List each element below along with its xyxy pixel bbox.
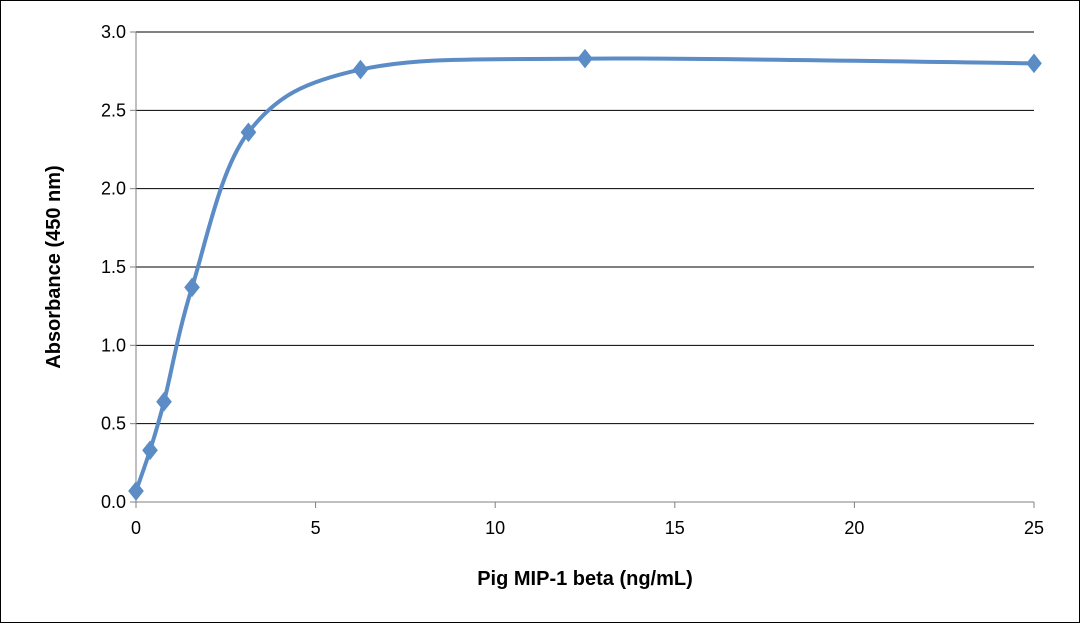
tick-labels: 0.0 0.5 1.0 1.5 2.0 2.5 3.0 0 5 10 15 20 25 <box>101 22 1044 538</box>
x-tick-label: 5 <box>311 518 321 538</box>
axes <box>130 31 1035 508</box>
data-point-marker <box>142 440 158 461</box>
y-tick-label: 2.5 <box>101 100 126 120</box>
x-tick-label: 0 <box>131 518 141 538</box>
x-tick-label: 20 <box>844 518 864 538</box>
y-tick-label: 2.0 <box>101 179 126 199</box>
y-tick-label: 0.0 <box>101 492 126 512</box>
data-point-marker <box>128 481 144 501</box>
x-tick-label: 15 <box>665 518 685 538</box>
data-point-marker <box>156 391 172 412</box>
plot-area <box>128 48 1042 501</box>
data-point-marker <box>577 48 593 69</box>
data-point-marker <box>1026 53 1042 74</box>
y-tick-label: 3.0 <box>101 22 126 42</box>
x-axis-title: Pig MIP-1 beta (ng/mL) <box>477 568 693 590</box>
data-point-marker <box>184 277 200 298</box>
x-tick-label: 10 <box>485 518 505 538</box>
y-tick-label: 0.5 <box>101 414 126 434</box>
data-point-marker <box>352 59 369 80</box>
data-point-marker <box>240 122 257 143</box>
y-axis-title: Absorbance (450 nm) <box>43 165 65 368</box>
series-line <box>134 56 1036 494</box>
x-tick-label: 25 <box>1024 518 1044 538</box>
y-tick-label: 1.0 <box>101 335 126 355</box>
y-tick-label: 1.5 <box>101 257 126 277</box>
gridlines <box>136 31 1034 425</box>
